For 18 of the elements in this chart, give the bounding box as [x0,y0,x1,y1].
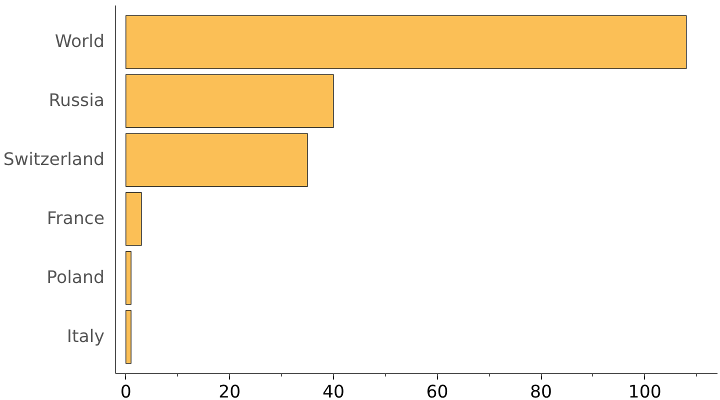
bar [125,192,142,246]
y-tick-label: World [54,32,105,52]
x-tick-label: 40 [322,382,345,400]
x-tick-label: 20 [218,382,241,400]
y-tick-label: Russia [48,91,104,112]
bar [125,251,132,305]
bar [125,74,334,128]
y-tick-label: France [46,208,105,229]
x-tick-label: 60 [426,382,448,400]
x-tick-label: 0 [120,382,132,400]
bar [125,310,132,364]
bar [125,15,687,70]
y-tick-label: Italy [66,326,104,347]
x-tick-label: 80 [530,382,552,400]
bar [125,133,308,187]
y-tick-label: Poland [46,268,105,288]
y-tick-label: Switzerland [3,150,105,170]
x-tick-label: 100 [628,382,662,400]
